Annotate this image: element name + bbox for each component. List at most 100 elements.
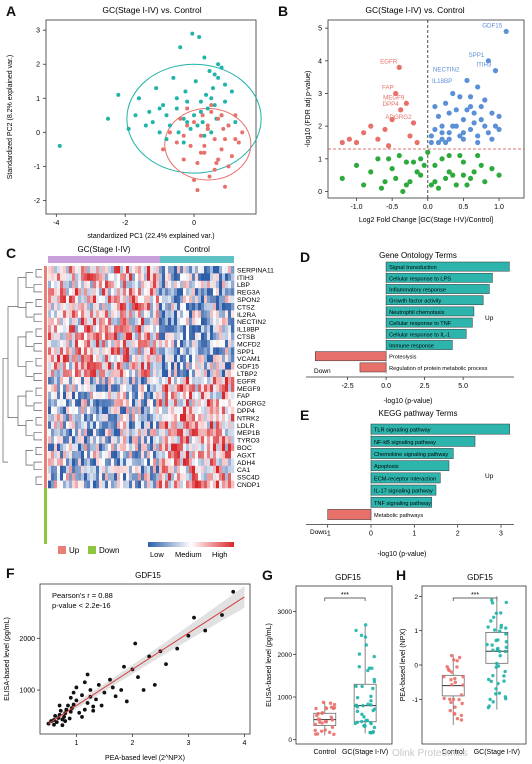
heatmap-cell — [141, 332, 145, 341]
heatmap-cell — [54, 473, 58, 481]
heatmap-cell — [129, 266, 133, 274]
heatmap-cell — [105, 325, 109, 333]
heatmap-cell — [210, 332, 214, 341]
heatmap-cell — [144, 303, 148, 311]
heatmap-cell — [159, 428, 163, 437]
heatmap-cell — [129, 273, 133, 282]
heatmap-cell — [63, 384, 67, 393]
heatmap-cell — [126, 280, 130, 289]
heatmap-cell — [123, 473, 127, 481]
panel-a-point — [150, 120, 155, 125]
heatmap-cell — [90, 295, 94, 304]
panel-a-point — [198, 109, 203, 114]
heatmap-cell — [147, 347, 151, 356]
panel-f-stats-r: Pearson's r = 0.88 — [52, 591, 113, 600]
heatmap-cell — [99, 266, 103, 274]
heatmap-cell — [99, 391, 103, 400]
heatmap-cell — [144, 295, 148, 304]
bar-pE — [370, 496, 432, 508]
heatmap-cell — [66, 414, 70, 422]
heatmap-cell — [204, 377, 208, 385]
heatmap-cell — [159, 377, 163, 385]
heatmap-cell — [99, 317, 103, 326]
heatmap-cell — [120, 273, 124, 282]
heatmap-cell — [159, 266, 163, 274]
heatmap-cell — [153, 273, 157, 282]
panel-b-point — [443, 175, 449, 182]
heatmap-cell — [135, 310, 139, 319]
box-jitter-point — [314, 706, 318, 711]
heatmap-cell — [210, 273, 214, 282]
heatmap-cell — [78, 377, 82, 385]
box-jitter-point — [314, 732, 318, 736]
box-jitter-point — [449, 653, 454, 658]
panel-b-point — [432, 126, 438, 133]
heatmap-cell — [57, 325, 61, 333]
heatmap-dendrogram-branch — [35, 269, 42, 278]
heatmap-cell — [198, 391, 202, 400]
heatmap-cell — [195, 436, 199, 444]
heatmap-cell — [195, 347, 199, 356]
heatmap-cell — [57, 280, 61, 289]
heatmap-cell — [204, 317, 208, 326]
heatmap-cell — [99, 303, 103, 311]
heatmap-cell — [216, 347, 220, 356]
panel-b-point — [467, 126, 474, 133]
panel-b-point — [443, 139, 449, 146]
panel-d-down-label: Down — [314, 368, 331, 375]
panel-f-point — [192, 615, 196, 620]
heatmap-cell — [69, 480, 73, 489]
heatmap-cell — [147, 369, 151, 378]
heatmap-cell — [198, 451, 202, 459]
heatmap-cell — [105, 377, 109, 385]
heatmap-cell — [168, 473, 172, 481]
heatmap-cell — [51, 458, 55, 467]
heatmap-cell — [51, 295, 55, 304]
heatmap-cell — [225, 428, 229, 437]
heatmap-cell — [81, 377, 85, 385]
heatmap-cell — [231, 369, 235, 378]
heatmap-cell — [219, 451, 223, 459]
heatmap-cell — [162, 340, 166, 348]
panel-b-point — [464, 77, 470, 84]
heatmap-cell — [162, 473, 166, 481]
heatmap-cell — [189, 465, 193, 474]
heatmap-cell — [99, 473, 103, 481]
heatmap-cell — [165, 428, 169, 437]
heatmap-cell — [138, 377, 142, 385]
heatmap-cell — [144, 266, 148, 274]
heatmap-cell — [228, 266, 232, 274]
heatmap-cell — [117, 369, 121, 378]
heatmap-cell — [207, 384, 211, 393]
heatmap-cell — [150, 369, 154, 378]
heatmap-cell — [87, 325, 91, 333]
heatmap-cell — [96, 362, 100, 370]
heatmap-cell — [72, 384, 76, 393]
heatmap-dendrogram-branch — [33, 432, 42, 441]
heatmap-cell — [132, 332, 136, 341]
heatmap-cell — [99, 406, 103, 415]
heatmap-cell — [108, 384, 112, 393]
heatmap-cell — [183, 399, 187, 407]
heatmap-cell — [90, 280, 94, 289]
heatmap-cell — [159, 340, 163, 348]
heatmap-cell — [99, 451, 103, 459]
heatmap-cell — [72, 451, 76, 459]
heatmap-cell — [204, 391, 208, 400]
heatmap-cell — [102, 295, 106, 304]
heatmap-cell — [54, 273, 58, 282]
box-jitter-point — [459, 713, 464, 718]
panel-b-point — [418, 172, 424, 178]
heatmap-cell — [120, 384, 124, 393]
heatmap-cell — [117, 273, 121, 282]
heatmap-cell — [192, 473, 196, 481]
heatmap-cell — [126, 295, 130, 304]
panel-a-point — [185, 99, 190, 104]
heatmap-cell — [126, 428, 130, 437]
heatmap-cell — [135, 451, 139, 459]
heatmap-cell — [66, 421, 70, 430]
heatmap-cell — [126, 303, 130, 311]
box-jitter-point — [499, 623, 504, 628]
panel-b-volcano-plot: GC(Stage I-IV) vs. Control GDF15SPP1NECT… — [305, 5, 525, 224]
panel-f-point — [110, 685, 115, 690]
